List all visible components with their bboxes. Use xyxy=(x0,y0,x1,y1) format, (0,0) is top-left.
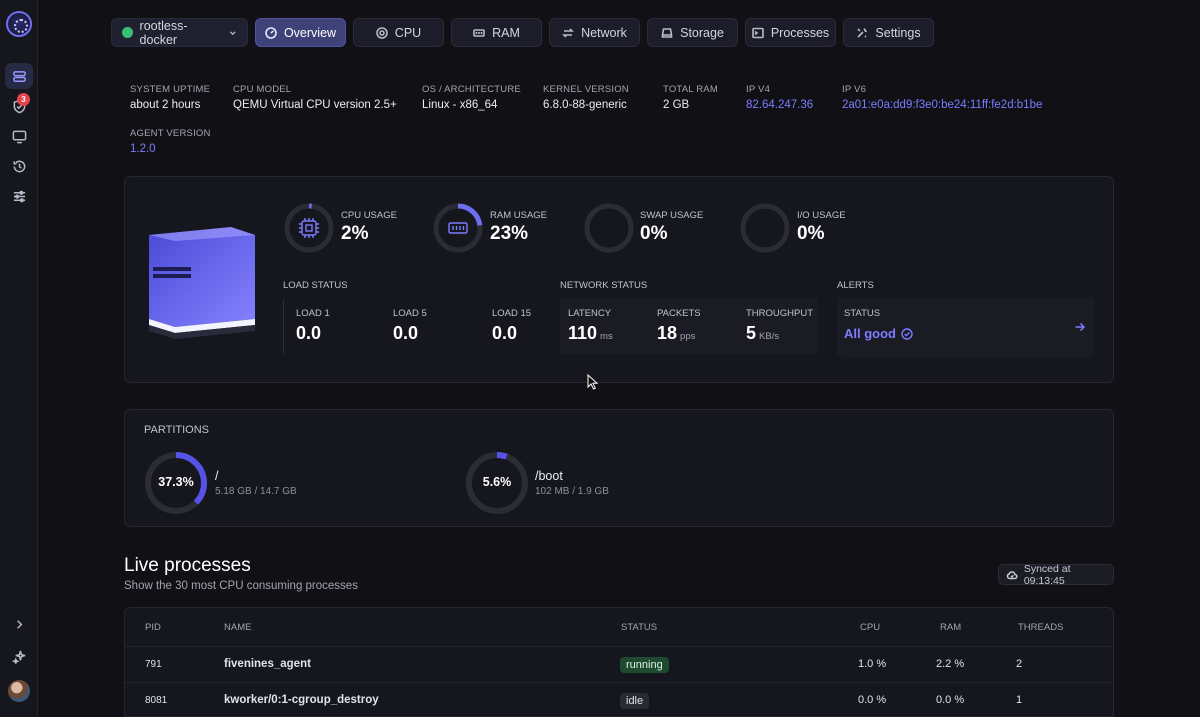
monitor-icon xyxy=(12,130,26,143)
check-circle-icon xyxy=(901,327,913,340)
system-uptime: SYSTEM UPTIME about 2 hours xyxy=(130,84,211,111)
server-name: rootless-docker xyxy=(139,18,188,47)
servers-icon xyxy=(12,70,26,82)
tab-overview[interactable]: Overview xyxy=(255,18,346,47)
ram-usage-value: 23% xyxy=(490,223,529,244)
alerts-card[interactable]: STATUS All good xyxy=(837,297,1095,357)
memory-icon xyxy=(473,28,485,37)
sidebar-item-monitor[interactable] xyxy=(5,123,33,149)
partitions-title: PARTITIONS xyxy=(144,424,209,436)
tab-processes[interactable]: Processes xyxy=(745,18,836,47)
cloud-sync-icon xyxy=(1006,570,1018,579)
ip-v6: IP V6 2a01:e0a:dd9:f3e0:be24:11ff:fe2d:b… xyxy=(842,84,1043,111)
cpu-model: CPU MODEL QEMU Virtual CPU version 2.5+ xyxy=(233,84,397,111)
app-logo[interactable] xyxy=(6,11,32,37)
network-status-card: LATENCY 110 ms PACKETS 18 pps THROUGHPUT 5… xyxy=(560,297,818,355)
kernel-version: KERNEL VERSION 6.8.0-88-generic xyxy=(543,84,629,111)
mouse-cursor-icon xyxy=(587,374,598,390)
tab-cpu[interactable]: CPU xyxy=(353,18,444,47)
tab-ram[interactable]: RAM xyxy=(451,18,542,47)
user-avatar[interactable] xyxy=(8,680,30,702)
tab-network[interactable]: Network xyxy=(549,18,640,47)
packets-value: 18 pps xyxy=(657,323,696,343)
gauge-icon xyxy=(265,26,277,39)
throughput-value: 5 KB/s xyxy=(746,323,780,343)
table-row[interactable]: 8081 kworker/0:1-cgroup_destroy idle 0.0… xyxy=(125,682,1113,716)
sidebar: 3 xyxy=(0,0,38,717)
sparkles-icon xyxy=(11,650,25,664)
swap-usage-ring xyxy=(583,202,635,254)
alert-count-badge: 3 xyxy=(17,93,30,106)
chevron-down-icon xyxy=(230,30,237,35)
ram-usage-ring xyxy=(432,202,484,254)
load-15-value: 0.0 xyxy=(492,323,518,343)
sidebar-item-settings[interactable] xyxy=(5,183,33,209)
chevron-right-icon xyxy=(16,619,22,629)
cpu-chip-icon xyxy=(299,218,319,238)
partition-boot-size: 102 MB / 1.9 GB xyxy=(535,486,609,497)
top-nav: rootless-docker Overview CPU RAM Network… xyxy=(111,18,934,47)
column-threads[interactable]: THREADS xyxy=(1018,622,1064,633)
sidebar-item-history[interactable] xyxy=(5,153,33,179)
column-ram[interactable]: RAM xyxy=(940,622,962,633)
io-usage-ring xyxy=(739,202,791,254)
load-status-title: LOAD STATUS xyxy=(283,280,348,291)
tab-storage[interactable]: Storage xyxy=(647,18,738,47)
processes-table: PID NAME STATUS CPU RAM THREADS 791 five… xyxy=(124,607,1114,717)
cpu-gauge-icon xyxy=(375,26,388,39)
sidebar-item-servers[interactable] xyxy=(5,63,33,89)
load-status-card: LOAD 1 0.0 LOAD 5 0.0 LOAD 15 0.0 xyxy=(283,297,541,355)
agent-version: AGENT VERSION 1.2.0 xyxy=(130,128,211,155)
server-selector[interactable]: rootless-docker xyxy=(111,18,248,47)
ai-assistant-button[interactable] xyxy=(5,643,33,669)
table-row[interactable]: 791 fivenines_agent running 1.0 % 2.2 % … xyxy=(125,646,1113,682)
column-name[interactable]: NAME xyxy=(224,622,252,633)
sliders-icon xyxy=(13,190,25,202)
os-architecture: OS / ARCHITECTURE Linux - x86_64 xyxy=(422,84,521,111)
tools-icon xyxy=(857,27,868,38)
io-usage-value: 0% xyxy=(797,223,825,244)
status-badge: running xyxy=(620,657,669,673)
expand-sidebar-button[interactable] xyxy=(5,611,33,637)
memory-icon xyxy=(448,222,468,234)
synced-indicator: Synced at 09:13:45 xyxy=(998,563,1114,587)
network-status-title: NETWORK STATUS xyxy=(560,280,648,291)
load-1-value: 0.0 xyxy=(296,323,322,343)
partition-root-donut xyxy=(144,451,208,515)
agent-version-link[interactable]: 1.2.0 xyxy=(130,143,156,155)
tab-settings[interactable]: Settings xyxy=(843,18,934,47)
total-ram: TOTAL RAM 2 GB xyxy=(663,84,718,111)
ip-v6-link[interactable]: 2a01:e0a:dd9:f3e0:be24:11ff:fe2d:b1be xyxy=(842,99,1043,111)
status-badge: idle xyxy=(620,693,650,709)
cpu-usage-ring xyxy=(283,202,335,254)
ip-v4-link[interactable]: 82.64.247.36 xyxy=(746,99,814,111)
cpu-usage-value: 2% xyxy=(341,223,369,244)
ip-v4: IP V4 82.64.247.36 xyxy=(746,84,814,111)
partition-boot-donut xyxy=(465,451,529,515)
history-icon xyxy=(12,160,25,172)
arrows-exchange-icon xyxy=(562,27,575,38)
hard-drive-icon xyxy=(661,27,673,38)
column-pid[interactable]: PID xyxy=(145,622,161,633)
status-online-dot xyxy=(122,27,133,38)
latency-value: 110 ms xyxy=(568,323,613,343)
live-processes-title: Live processes xyxy=(124,555,251,576)
terminal-icon xyxy=(752,27,764,38)
partition-boot-name: /boot xyxy=(535,469,563,483)
live-processes-subtitle: Show the 30 most CPU consuming processes xyxy=(124,580,358,592)
partition-root-percent: 37.3% xyxy=(158,475,194,489)
overview-panel: CPU USAGE 2% RAM USAGE 23% SWAP USAGE 0%… xyxy=(124,176,1114,383)
partition-boot-percent: 5.6% xyxy=(482,475,512,489)
swap-usage-value: 0% xyxy=(640,223,668,244)
arrow-right-icon[interactable] xyxy=(1074,321,1086,333)
column-cpu[interactable]: CPU xyxy=(860,622,881,633)
partition-root-name: / xyxy=(215,469,219,483)
partitions-panel: PARTITIONS 37.3% / 5.18 GB / 14.7 GB 5.6… xyxy=(124,409,1114,527)
partition-root-size: 5.18 GB / 14.7 GB xyxy=(215,486,297,497)
load-5-value: 0.0 xyxy=(393,323,419,343)
server-illustration xyxy=(149,227,255,339)
alerts-status: All good xyxy=(844,326,913,341)
column-status[interactable]: STATUS xyxy=(621,622,658,633)
alerts-title: ALERTS xyxy=(837,280,874,291)
